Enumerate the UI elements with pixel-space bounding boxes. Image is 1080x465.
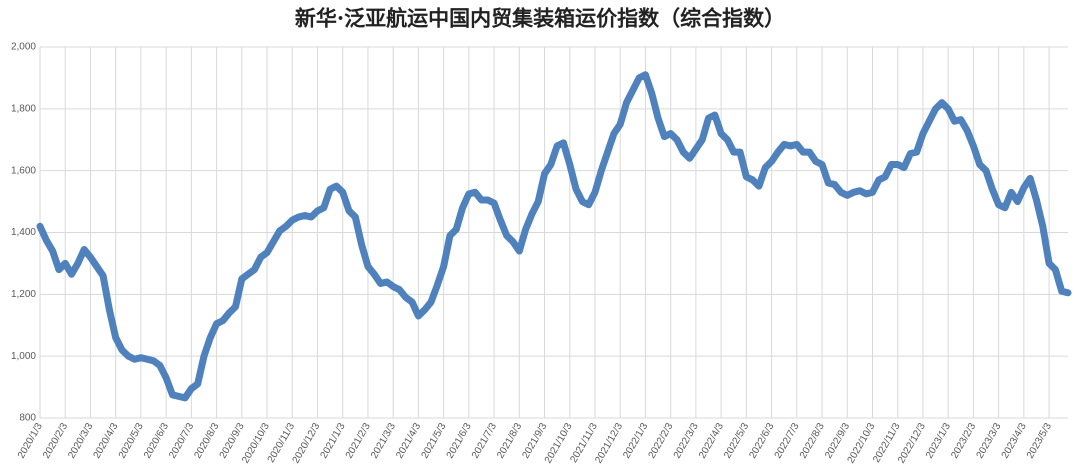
y-tick-label: 1,200 [11,289,36,300]
x-tick-label: 2023/5/3 [1025,421,1054,461]
chart-title: 新华·泛亚航运中国内贸集装箱运价指数（综合指数） [295,6,785,31]
y-tick-label: 1,000 [11,351,36,362]
y-tick-label: 1,400 [11,227,36,238]
y-tick-label: 1,800 [11,103,36,114]
y-tick-label: 1,600 [11,165,36,176]
y-tick-label: 2,000 [11,42,36,53]
data-line [36,71,1072,402]
y-tick-label: 800 [19,413,36,424]
